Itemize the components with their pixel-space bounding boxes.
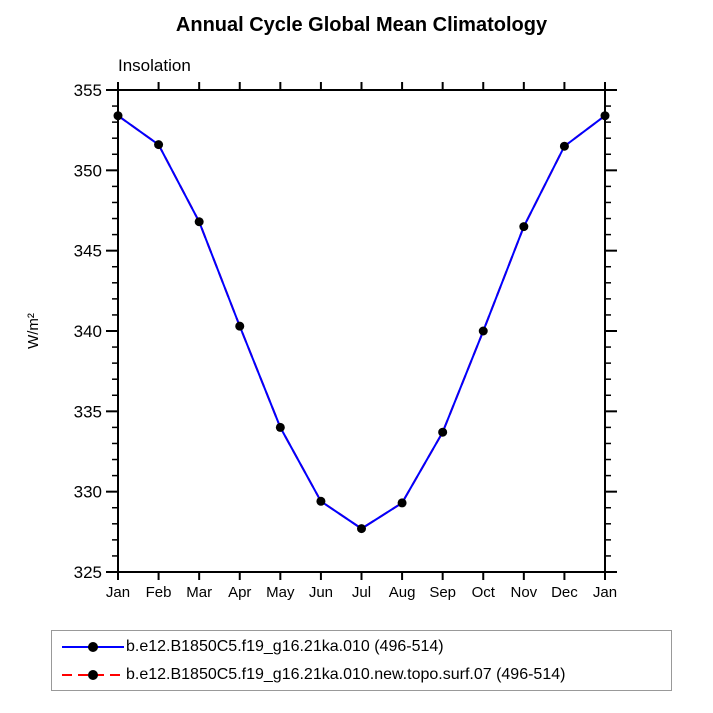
svg-text:Jan: Jan <box>106 584 130 601</box>
svg-text:350: 350 <box>74 161 102 180</box>
legend-line-sample-dashed <box>62 669 124 680</box>
svg-text:Nov: Nov <box>510 584 537 601</box>
svg-text:330: 330 <box>74 483 102 502</box>
svg-text:Jul: Jul <box>352 584 371 601</box>
legend-row-series-2: b.e12.B1850C5.f19_g16.21ka.010.new.topo.… <box>52 663 671 687</box>
svg-text:355: 355 <box>74 81 102 100</box>
svg-text:345: 345 <box>74 242 102 261</box>
chart-subtitle: Insolation <box>118 56 191 75</box>
svg-text:Sep: Sep <box>429 584 456 601</box>
svg-text:Jan: Jan <box>593 584 617 601</box>
svg-text:Mar: Mar <box>186 584 212 601</box>
svg-text:335: 335 <box>74 402 102 421</box>
svg-text:W/m²: W/m² <box>25 313 42 349</box>
legend-line-sample-solid <box>62 641 124 652</box>
svg-text:Apr: Apr <box>228 584 251 601</box>
legend-row-series-1: b.e12.B1850C5.f19_g16.21ka.010 (496-514) <box>52 635 671 659</box>
legend-marker-dot <box>88 669 98 680</box>
svg-text:340: 340 <box>74 322 102 341</box>
legend: b.e12.B1850C5.f19_g16.21ka.010 (496-514)… <box>51 630 672 691</box>
svg-text:325: 325 <box>74 563 102 582</box>
svg-text:Feb: Feb <box>146 584 172 601</box>
svg-text:Jun: Jun <box>309 584 333 601</box>
legend-label-series-1: b.e12.B1850C5.f19_g16.21ka.010 (496-514) <box>126 637 444 655</box>
legend-marker-dot <box>88 641 98 652</box>
svg-text:Dec: Dec <box>551 584 578 601</box>
svg-text:Oct: Oct <box>472 584 496 601</box>
svg-text:Aug: Aug <box>389 584 416 601</box>
chart-title: Annual Cycle Global Mean Climatology <box>175 14 548 36</box>
svg-text:May: May <box>266 584 295 601</box>
legend-label-series-2: b.e12.B1850C5.f19_g16.21ka.010.new.topo.… <box>126 665 566 683</box>
